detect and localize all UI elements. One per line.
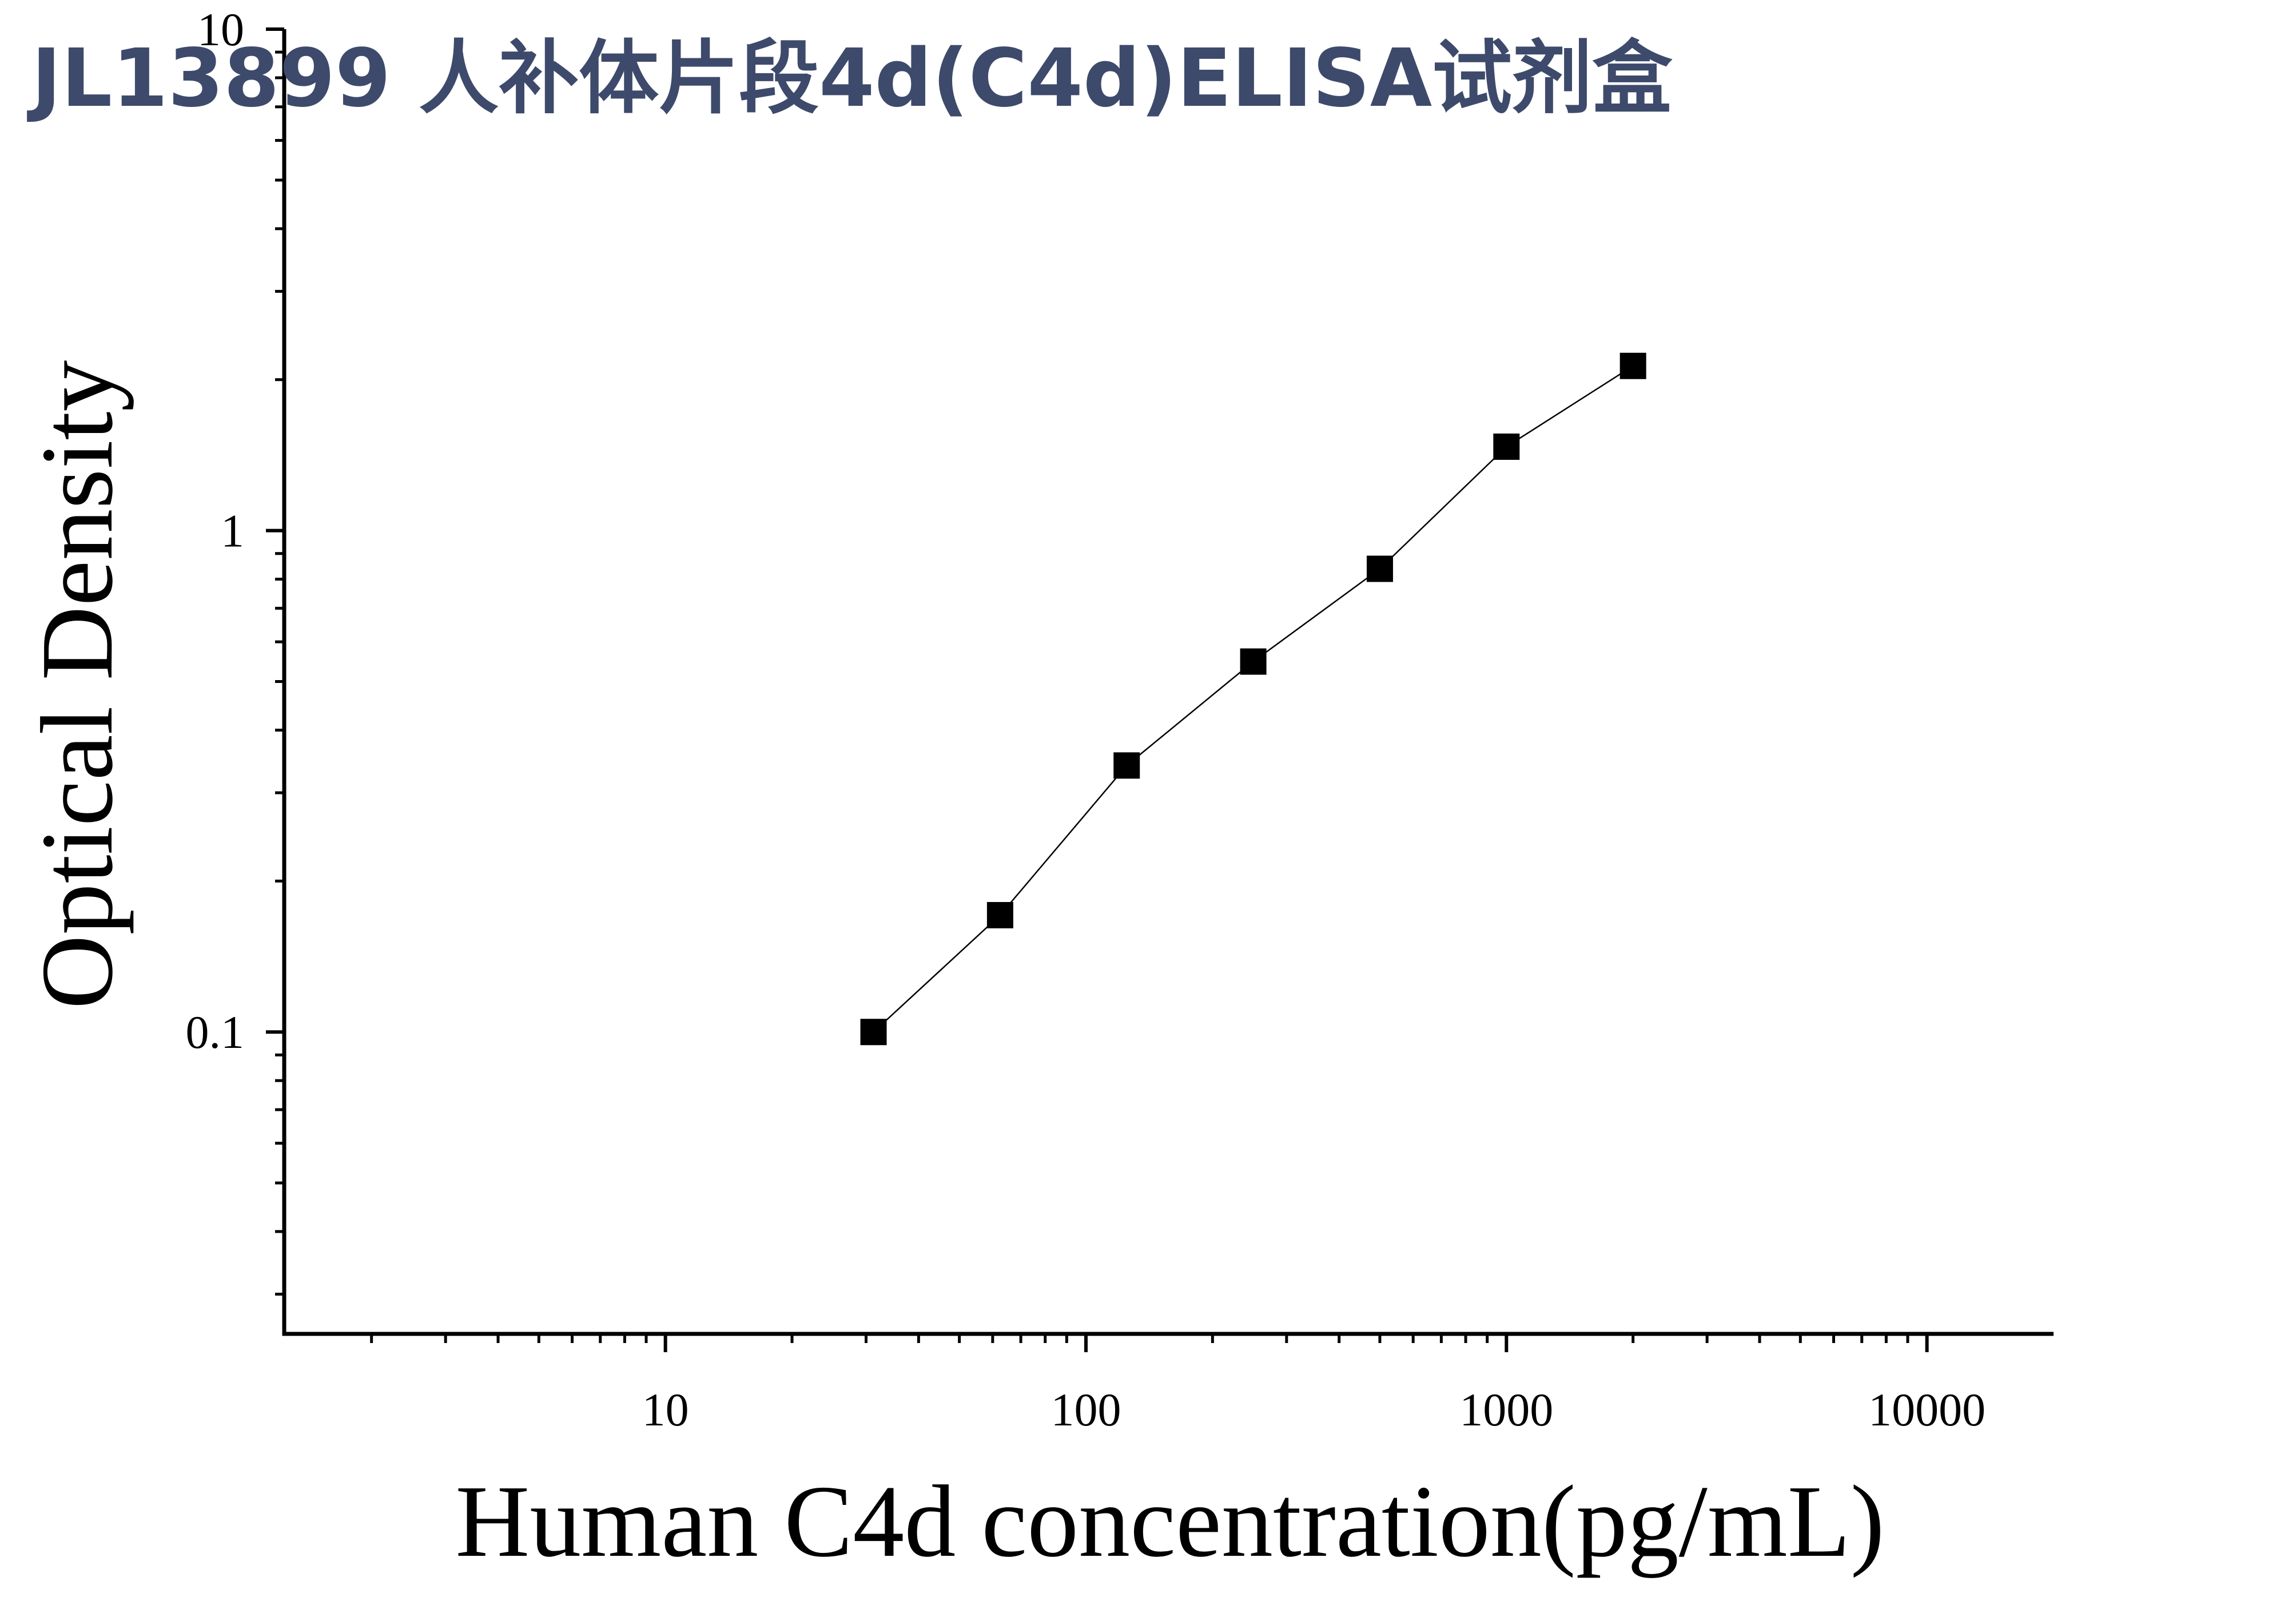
x-axis-label: Human C4d concentration(pg/mL) [455,1464,1884,1578]
y-axis-label: Optical Density [20,360,134,1010]
axes [282,29,2054,1336]
x-tick-label: 100 [1050,1384,1121,1436]
point [1619,352,1646,379]
y-tick-label: 1 [221,505,244,557]
point [1366,555,1393,582]
point [860,1019,887,1046]
point [1240,648,1267,675]
x-tick-label: 10000 [1868,1384,1985,1436]
point [1493,433,1520,460]
chart-title: JL13899 人补体片段4d(C4d)ELISA试剂盒 [27,32,1673,125]
x-tick-label: 10 [642,1384,689,1436]
y-tick-label: 10 [197,3,244,55]
x-tick-label: 1000 [1459,1384,1553,1436]
point [1113,752,1140,779]
fit-line [873,365,1634,1033]
point [986,901,1013,928]
y-tick-label: 0.1 [186,1006,245,1058]
